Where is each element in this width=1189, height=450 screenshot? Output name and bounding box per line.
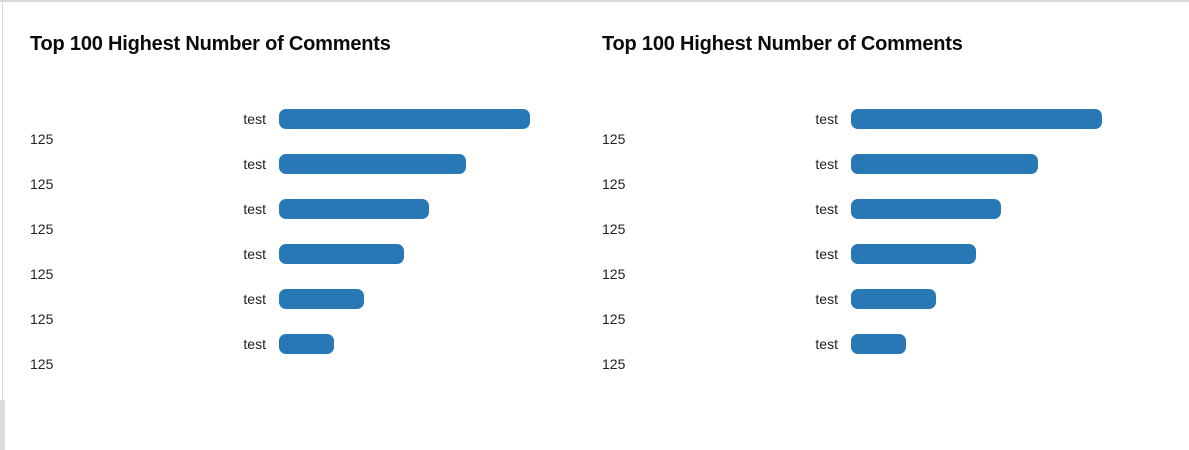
- y-axis-tick-label: 125: [30, 311, 54, 327]
- bar[interactable]: [279, 243, 404, 264]
- bar-row: test: [574, 153, 1038, 174]
- bar[interactable]: [851, 288, 936, 309]
- y-axis-tick-label: 125: [602, 266, 626, 282]
- comments-bar-chart: Top 100 Highest Number of Comments test …: [2, 0, 562, 450]
- left-border: [2, 0, 3, 450]
- chart-plot-area: test 125 test 125 test 125 test 125 test…: [574, 0, 1134, 450]
- y-axis-tick-label: 125: [602, 221, 626, 237]
- bar-row: test: [574, 108, 1102, 129]
- bar-category-label: test: [243, 290, 266, 307]
- bar-category-label: test: [243, 110, 266, 127]
- bar-category-label: test: [243, 200, 266, 217]
- bar-row: test: [574, 333, 906, 354]
- chart-title: Top 100 Highest Number of Comments: [602, 33, 963, 55]
- bar-category-label: test: [815, 155, 838, 172]
- bar-category-label: test: [815, 290, 838, 307]
- bar-row: test: [2, 333, 334, 354]
- bar-row: test: [2, 243, 404, 264]
- bar[interactable]: [279, 288, 364, 309]
- bar-row: test: [2, 108, 530, 129]
- bar-category-label: test: [815, 245, 838, 262]
- bar[interactable]: [279, 333, 334, 354]
- bar-category-label: test: [815, 200, 838, 217]
- y-axis-tick-label: 125: [30, 221, 54, 237]
- bar-category-label: test: [815, 110, 838, 127]
- comments-bar-chart: Top 100 Highest Number of Comments test …: [574, 0, 1134, 450]
- bar-row: test: [2, 198, 429, 219]
- y-axis-tick-label: 125: [30, 266, 54, 282]
- bar-category-label: test: [815, 335, 838, 352]
- bar[interactable]: [279, 198, 429, 219]
- chart-plot-area: test 125 test 125 test 125 test 125 test…: [2, 0, 562, 450]
- bar-row: test: [2, 288, 364, 309]
- bar[interactable]: [851, 243, 976, 264]
- bar-row: test: [574, 288, 936, 309]
- y-axis-tick-label: 125: [30, 176, 54, 192]
- top-border: [0, 0, 1189, 2]
- bar[interactable]: [851, 153, 1038, 174]
- bar[interactable]: [279, 108, 530, 129]
- y-axis-tick-label: 125: [602, 356, 626, 372]
- bar-row: test: [574, 243, 976, 264]
- bar[interactable]: [851, 198, 1001, 219]
- bar[interactable]: [851, 333, 906, 354]
- bar[interactable]: [279, 153, 466, 174]
- bar-category-label: test: [243, 335, 266, 352]
- chart-title: Top 100 Highest Number of Comments: [30, 33, 391, 55]
- bar-row: test: [574, 198, 1001, 219]
- bar[interactable]: [851, 108, 1102, 129]
- vertical-scrollbar-thumb[interactable]: [0, 400, 5, 450]
- bar-category-label: test: [243, 245, 266, 262]
- y-axis-tick-label: 125: [602, 131, 626, 147]
- bar-category-label: test: [243, 155, 266, 172]
- y-axis-tick-label: 125: [602, 311, 626, 327]
- y-axis-tick-label: 125: [602, 176, 626, 192]
- y-axis-tick-label: 125: [30, 356, 54, 372]
- bar-row: test: [2, 153, 466, 174]
- y-axis-tick-label: 125: [30, 131, 54, 147]
